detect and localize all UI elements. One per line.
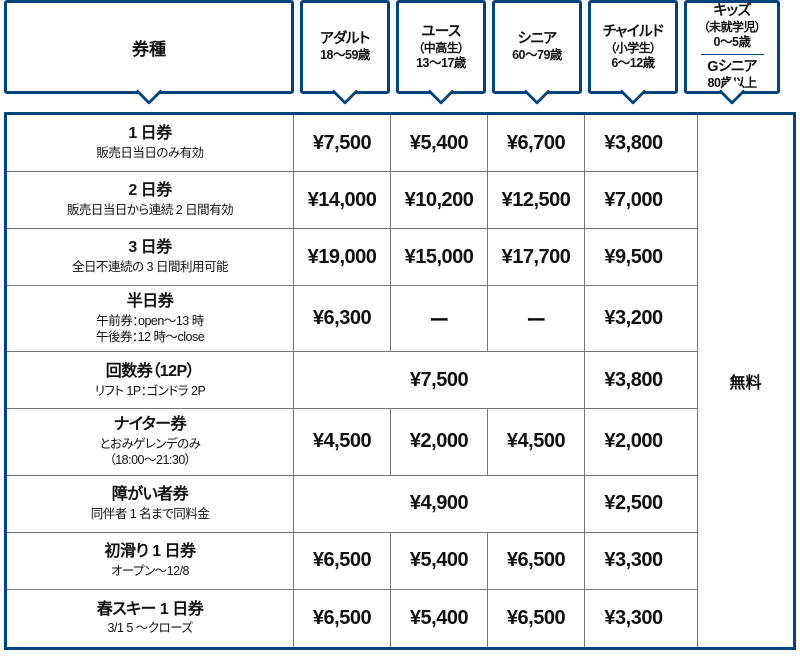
table-rows: 1 日券販売日当日のみ有効¥7,500¥5,400¥6,700¥3,8002 日… (7, 115, 697, 647)
row-label: 春スキー 1 日券3/1 5 ～クローズ (7, 590, 294, 647)
row-label: 初滑り 1 日券オープン～12/8 (7, 533, 294, 589)
row-title: ナイター券 (114, 415, 186, 436)
price-cell: ¥3,800 (585, 352, 682, 408)
price-cell: ¥5,400 (391, 115, 488, 171)
price-cell: ー (488, 286, 585, 351)
price-cell: ¥17,700 (488, 229, 585, 285)
row-title: 初滑り 1 日券 (104, 542, 195, 563)
row-sub: 全日不連続の 3 日間利用可能 (72, 259, 228, 275)
price-cell: ¥6,500 (294, 590, 391, 647)
header-col-adult: アダルト 18～59歳 (300, 0, 390, 94)
price-cell: ¥12,500 (488, 172, 585, 228)
row-label: ナイター券とおみゲレンデのみ（18:00～21:30） (7, 409, 294, 474)
kids-age: 0～5歳 (714, 35, 751, 51)
row-label: 半日券午前券：open～13 時午後券：12 時～close (7, 286, 294, 351)
table-row: 回数券（12P）リフト 1P：ゴンドラ 2P¥7,500¥3,800 (7, 352, 697, 409)
gsenior-title: Gシニア (707, 58, 757, 76)
kids-sub: （未就学児） (703, 20, 760, 35)
table-row: 1 日券販売日当日のみ有効¥7,500¥5,400¥6,700¥3,800 (7, 115, 697, 172)
price-cell: ¥19,000 (294, 229, 391, 285)
free-label: 無料 (729, 369, 761, 393)
table-row: 2 日券販売日当日から連続 2 日間有効¥14,000¥10,200¥12,50… (7, 172, 697, 229)
price-cell: ¥6,300 (294, 286, 391, 351)
price-cell: ¥4,500 (488, 409, 585, 474)
row-label: 1 日券販売日当日のみ有効 (7, 115, 294, 171)
col-title: ユース (421, 23, 460, 41)
col-age: 6～12歳 (611, 56, 654, 72)
row-title: 回数券（12P） (106, 362, 194, 383)
row-title: 2 日券 (128, 181, 171, 202)
col-age: 18～59歳 (320, 48, 370, 64)
row-sub: 午前券：open～13 時 (96, 313, 203, 329)
price-cell-merged: ¥7,500 (294, 352, 585, 408)
price-cell: ¥6,500 (294, 533, 391, 589)
header-kenshu-label: 券種 (132, 35, 166, 60)
header-col-kids-gsenior: キッズ （未就学児） 0～5歳 Gシニア 80歳以上 (684, 0, 780, 94)
free-column: 無料 (697, 115, 793, 647)
price-cell: ¥6,500 (488, 533, 585, 589)
price-cell: ¥2,000 (585, 409, 682, 474)
row-sub: 3/1 5 ～クローズ (108, 620, 193, 636)
table-row: 初滑り 1 日券オープン～12/8¥6,500¥5,400¥6,500¥3,30… (7, 533, 697, 590)
price-cell: ¥7,500 (294, 115, 391, 171)
table-row: 障がい者券同伴者 1 名まで同料金¥4,900¥2,500 (7, 476, 697, 533)
row-sub: 販売日当日から連続 2 日間有効 (67, 202, 233, 218)
header-col-child: チャイルド （小学生） 6～12歳 (588, 0, 678, 94)
price-cell: ¥2,000 (391, 409, 488, 474)
col-title: シニア (518, 30, 557, 48)
price-cell: ¥6,500 (488, 590, 585, 647)
row-label: 回数券（12P）リフト 1P：ゴンドラ 2P (7, 352, 294, 408)
header-col-senior: シニア 60～79歳 (492, 0, 582, 94)
row-title: 3 日券 (128, 238, 171, 259)
header-kenshu: 券種 (4, 0, 294, 94)
col-sub: （小学生） (610, 41, 656, 56)
header-col-youth: ユース （中高生） 13～17歳 (396, 0, 486, 94)
price-cell: ¥3,300 (585, 533, 682, 589)
price-cell: ¥3,800 (585, 115, 682, 171)
price-cell: ¥10,200 (391, 172, 488, 228)
row-title: 1 日券 (128, 124, 171, 145)
table-row: 半日券午前券：open～13 時午後券：12 時～close¥6,300ーー¥3… (7, 286, 697, 352)
price-cell: ¥5,400 (391, 533, 488, 589)
price-cell-merged: ¥4,900 (294, 476, 585, 532)
price-cell: ¥14,000 (294, 172, 391, 228)
row-sub: リフト 1P：ゴンドラ 2P (95, 383, 206, 399)
row-title: 春スキー 1 日券 (97, 600, 203, 621)
table-row: 春スキー 1 日券3/1 5 ～クローズ¥6,500¥5,400¥6,500¥3… (7, 590, 697, 647)
row-label: 障がい者券同伴者 1 名まで同料金 (7, 476, 294, 532)
row-sub: 同伴者 1 名まで同料金 (91, 506, 209, 522)
col-title: チャイルド (603, 23, 663, 41)
price-cell: ¥7,000 (585, 172, 682, 228)
row-sub: 販売日当日のみ有効 (96, 145, 203, 161)
col-age: 60～79歳 (512, 48, 562, 64)
row-sub: とおみゲレンデのみ (100, 436, 201, 452)
table-row: ナイター券とおみゲレンデのみ（18:00～21:30）¥4,500¥2,000¥… (7, 409, 697, 475)
price-cell: ¥3,200 (585, 286, 682, 351)
row-label: 3 日券全日不連続の 3 日間利用可能 (7, 229, 294, 285)
gsenior-age: 80歳以上 (708, 76, 757, 92)
row-sub: 午後券：12 時～close (96, 329, 204, 345)
price-table: 1 日券販売日当日のみ有効¥7,500¥5,400¥6,700¥3,8002 日… (4, 112, 796, 650)
price-cell: ¥9,500 (585, 229, 682, 285)
kids-title: キッズ (714, 2, 751, 20)
row-sub: （18:00～21:30） (109, 452, 190, 468)
price-cell: ¥15,000 (391, 229, 488, 285)
price-cell: ¥2,500 (585, 476, 682, 532)
col-sub: （中高生） (418, 41, 464, 56)
price-cell: ¥4,500 (294, 409, 391, 474)
row-sub: オープン～12/8 (111, 563, 189, 579)
row-title: 障がい者券 (112, 485, 188, 506)
row-label: 2 日券販売日当日から連続 2 日間有効 (7, 172, 294, 228)
table-row: 3 日券全日不連続の 3 日間利用可能¥19,000¥15,000¥17,700… (7, 229, 697, 286)
price-cell: ¥3,300 (585, 590, 682, 647)
col-age: 13～17歳 (416, 56, 466, 72)
divider (701, 54, 764, 55)
row-title: 半日券 (127, 292, 174, 313)
table-header: 券種 アダルト 18～59歳 ユース （中高生） 13～17歳 シニア 60～7… (0, 0, 800, 94)
price-cell: ¥6,700 (488, 115, 585, 171)
price-cell: ¥5,400 (391, 590, 488, 647)
col-title: アダルト (320, 30, 370, 48)
price-cell: ー (391, 286, 488, 351)
